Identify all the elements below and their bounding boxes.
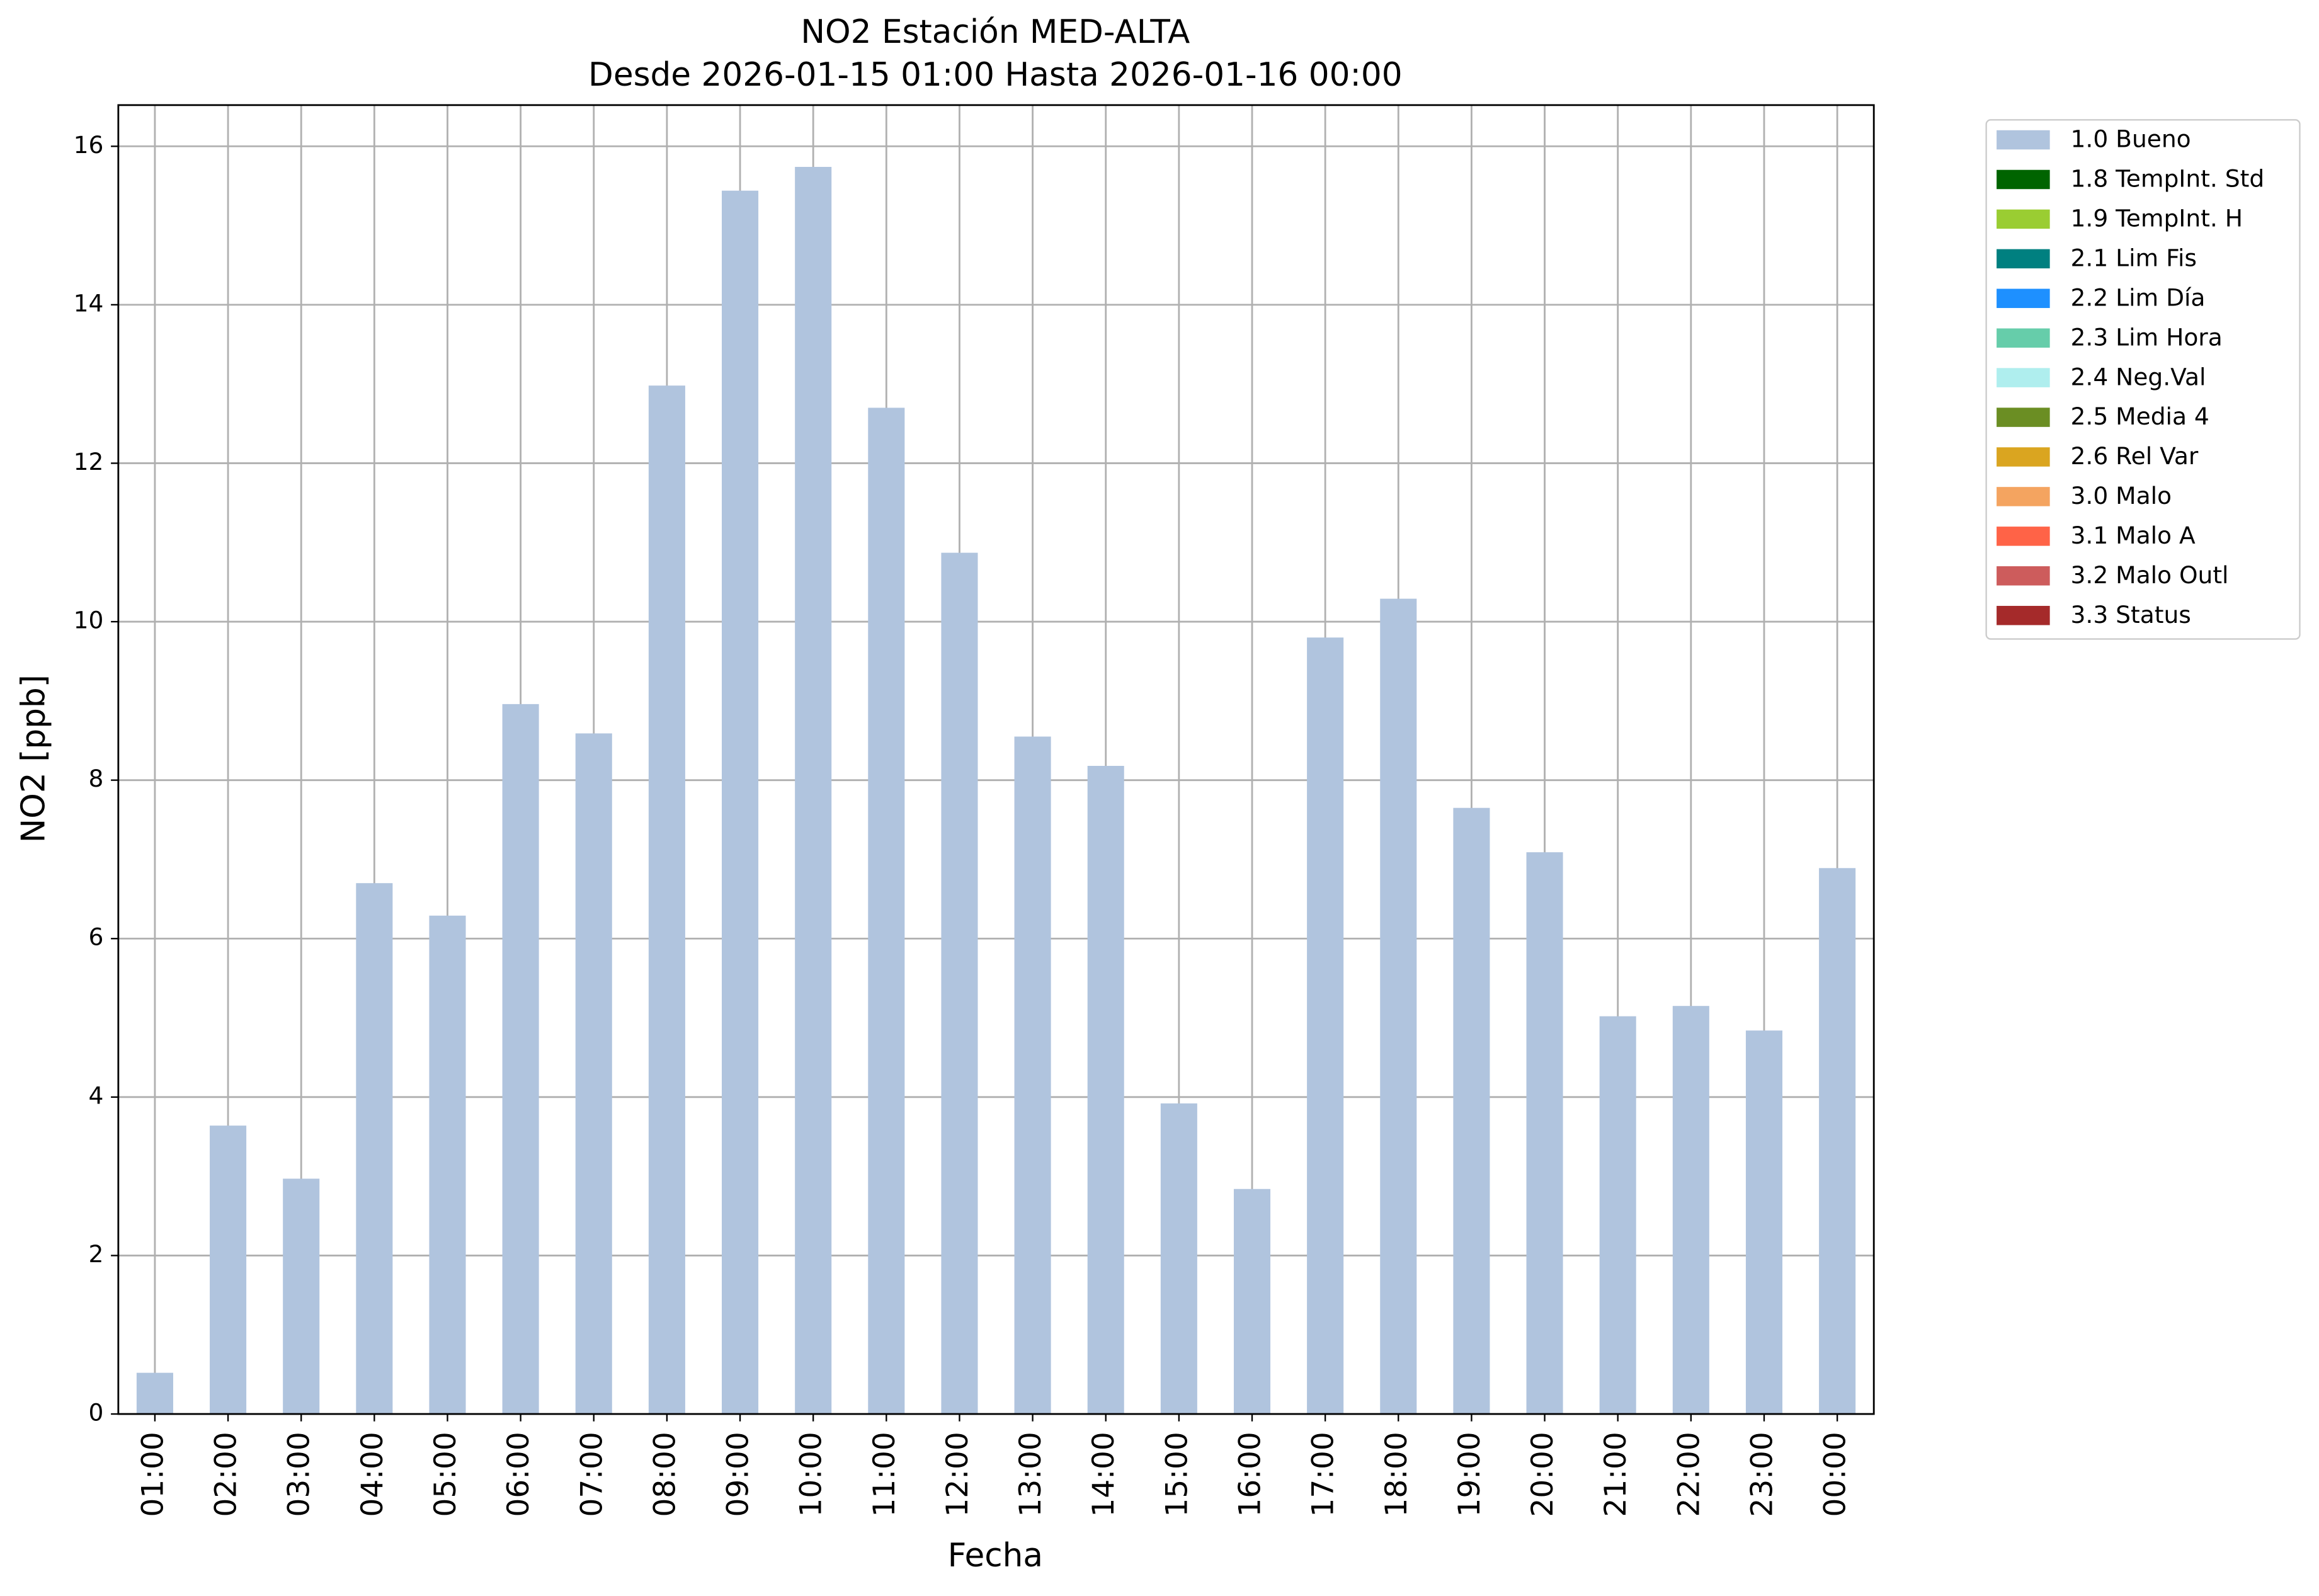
legend-swatch — [1997, 130, 2050, 150]
x-tick-label: 17:00 — [1306, 1432, 1341, 1517]
legend-label: 2.4 Neg.Val — [2071, 363, 2206, 390]
axes: 0 2 4 6 8 10 12 14 16 01:00 02:00 03:00 04:00 05:00 06… — [74, 104, 1875, 1517]
legend-label: 1.0 Bueno — [2071, 125, 2191, 153]
legend: 1.0 Bueno 1.8 TempInt. Std 1.9 TempInt. H 2… — [1997, 125, 2264, 629]
bar — [1014, 736, 1051, 1415]
legend-label: 3.0 Malo — [2071, 482, 2172, 510]
plot-frame — [117, 104, 1875, 1415]
y-tick-label: 14 — [74, 289, 104, 317]
legend-swatch — [1997, 447, 2050, 467]
legend-label: 1.9 TempInt. H — [2071, 205, 2243, 232]
x-tick-label: 02:00 — [209, 1432, 244, 1517]
x-axis-label: Fecha — [948, 1537, 1043, 1575]
bar — [1380, 598, 1417, 1415]
x-tick-label: 18:00 — [1379, 1432, 1414, 1517]
x-tick-label: 08:00 — [647, 1432, 682, 1517]
legend-swatch — [1997, 368, 2050, 387]
bar — [356, 883, 393, 1415]
legend-swatch — [1997, 408, 2050, 427]
x-tick-label: 23:00 — [1745, 1432, 1779, 1517]
bar — [1087, 766, 1124, 1415]
x-tick-label: 04:00 — [355, 1432, 390, 1517]
y-tick-label: 2 — [88, 1240, 103, 1268]
y-tick-label: 10 — [74, 607, 104, 634]
legend-label: 1.8 TempInt. Std — [2071, 165, 2265, 193]
chart-subtitle: Desde 2026-01-15 01:00 Hasta 2026-01-16 … — [588, 56, 1403, 94]
bar — [941, 552, 978, 1415]
x-tick-label: 14:00 — [1086, 1432, 1121, 1517]
legend-label: 3.1 Malo A — [2071, 522, 2196, 549]
y-axis-label: NO2 [ppb] — [14, 675, 52, 843]
bar — [1526, 852, 1563, 1415]
x-tick-label: 00:00 — [1818, 1432, 1853, 1517]
bar — [502, 704, 539, 1415]
bar — [1672, 1006, 1709, 1415]
bar — [722, 190, 759, 1415]
x-tick-label: 13:00 — [1013, 1432, 1048, 1517]
legend-label: 3.3 Status — [2071, 601, 2191, 629]
y-tick-label: 6 — [88, 923, 103, 951]
chart-title: NO2 Estación MED-ALTA — [801, 13, 1190, 51]
bar — [868, 408, 905, 1415]
bar — [1160, 1103, 1197, 1415]
x-tick-label: 20:00 — [1525, 1432, 1560, 1517]
bars — [136, 166, 1856, 1415]
legend-label: 2.6 Rel Var — [2071, 442, 2199, 470]
bar — [136, 1372, 173, 1415]
x-tick-label: 05:00 — [428, 1432, 463, 1517]
bar — [429, 915, 466, 1415]
legend-swatch — [1997, 605, 2050, 625]
legend-swatch — [1997, 527, 2050, 546]
legend-swatch — [1997, 487, 2050, 506]
bar — [1745, 1030, 1783, 1415]
y-tick-label: 12 — [74, 448, 104, 476]
bar — [648, 385, 685, 1415]
x-tick-label: 16:00 — [1233, 1432, 1268, 1517]
legend-swatch — [1997, 328, 2050, 348]
x-tick-label: 12:00 — [940, 1432, 975, 1517]
bar — [1599, 1016, 1636, 1415]
x-tick-label: 15:00 — [1160, 1432, 1194, 1517]
x-tick-label: 10:00 — [794, 1432, 829, 1517]
x-tick-label: 06:00 — [501, 1432, 536, 1517]
legend-label: 2.3 Lim Hora — [2071, 323, 2223, 351]
x-tick-label: 21:00 — [1598, 1432, 1633, 1517]
bar — [210, 1126, 247, 1415]
y-tick-label: 8 — [88, 765, 103, 792]
bar — [575, 733, 612, 1415]
x-tick-label: 01:00 — [135, 1432, 170, 1517]
bar — [1233, 1188, 1271, 1415]
x-tick-label: 07:00 — [574, 1432, 609, 1517]
legend-swatch — [1997, 566, 2050, 586]
legend-label: 3.2 Malo Outl — [2071, 561, 2229, 589]
x-tick-label: 11:00 — [867, 1432, 902, 1517]
bar — [283, 1178, 320, 1415]
legend-frame — [1985, 119, 2301, 640]
x-tick-label: 19:00 — [1452, 1432, 1487, 1517]
legend-swatch — [1997, 249, 2050, 269]
x-tick-label: 09:00 — [721, 1432, 756, 1517]
x-tick-label: 03:00 — [282, 1432, 317, 1517]
legend-label: 2.2 Lim Día — [2071, 283, 2206, 311]
bar — [1819, 868, 1856, 1415]
legend-swatch — [1997, 288, 2050, 309]
legend-label: 2.1 Lim Fis — [2071, 244, 2197, 272]
legend-swatch — [1997, 169, 2050, 190]
legend-label: 2.5 Media 4 — [2071, 402, 2209, 430]
legend-swatch — [1997, 209, 2050, 229]
bar — [1307, 637, 1344, 1415]
bar — [795, 166, 832, 1415]
x-tick-label: 22:00 — [1672, 1432, 1706, 1517]
y-tick-label: 0 — [88, 1399, 103, 1427]
bar — [1453, 807, 1490, 1415]
y-tick-label: 4 — [88, 1081, 103, 1109]
y-tick-label: 16 — [74, 131, 104, 159]
